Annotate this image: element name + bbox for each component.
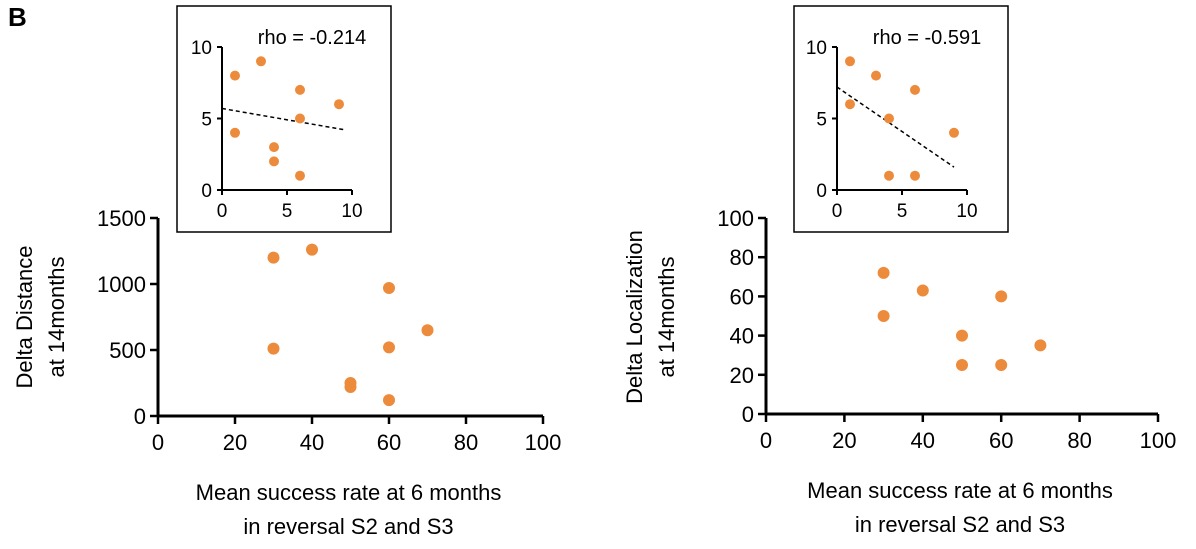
x-tick-label: 80	[454, 430, 478, 455]
inset-y-tick-label: 5	[201, 110, 212, 131]
inset-x-tick-label: 10	[956, 201, 977, 222]
x-tick-label: 60	[377, 430, 401, 455]
y-axis-label: Delta Localization at 14months	[622, 230, 679, 404]
x-tick-label: 0	[760, 428, 772, 453]
y-tick-label: 1500	[97, 206, 146, 231]
data-point	[306, 243, 318, 256]
inset-frame	[176, 5, 392, 233]
data-point	[383, 394, 395, 407]
data-point	[383, 281, 395, 294]
inset-y-tick-label: 10	[191, 38, 212, 59]
y-tick-label: 40	[730, 324, 754, 349]
inset-chart: 0 5 10 0 5 10 rho = -0.214	[176, 5, 392, 233]
inset-data-point	[884, 170, 894, 181]
y-tick-label: 80	[730, 245, 754, 270]
inset-data-point	[871, 70, 881, 81]
inset-x-tick-label: 0	[217, 201, 228, 222]
data-point	[1034, 339, 1047, 352]
y-tick-label: 1000	[97, 272, 146, 297]
rho-annotation: rho = -0.214	[258, 27, 366, 49]
inset-x-tick-label: 5	[897, 201, 908, 222]
data-point	[267, 251, 280, 264]
inset-x-tick-label: 0	[832, 201, 843, 222]
data-point	[344, 380, 357, 393]
trend-line	[836, 86, 955, 168]
data-point	[877, 310, 890, 322]
inset-y-tick-label: 0	[816, 181, 827, 202]
y-tick-label: 0	[134, 404, 146, 429]
x-tick-label: 80	[1067, 428, 1091, 453]
panel-letter: B	[8, 2, 27, 32]
data-point	[916, 284, 929, 297]
x-tick-label: 40	[300, 430, 324, 455]
inset-data-point	[295, 84, 305, 95]
x-tick-label: 60	[989, 428, 1013, 453]
inset-data-point	[910, 84, 920, 95]
data-point	[956, 329, 968, 342]
data-point	[383, 341, 395, 354]
inset-data-point	[884, 113, 894, 124]
data-point	[267, 342, 280, 355]
data-point	[995, 359, 1008, 371]
y-axis-label: Delta Distance at 14months	[12, 245, 69, 388]
inset-data-point	[910, 170, 920, 181]
data-point	[877, 266, 890, 279]
inset-data-point	[295, 170, 305, 181]
y-tick-label: 20	[730, 363, 754, 388]
inset-data-point	[845, 99, 855, 110]
rho-annotation: rho = -0.591	[873, 27, 981, 49]
x-tick-label: 20	[223, 430, 247, 455]
inset-chart: 0 5 10 0 5 10 rho = -0.591	[793, 5, 1009, 233]
x-tick-label: 100	[1140, 428, 1177, 453]
data-point	[995, 290, 1008, 303]
x-axis-label: Mean success rate at 6 months in reversal…	[196, 480, 502, 539]
inset-data-point	[334, 99, 344, 110]
inset-y-tick-label: 10	[806, 38, 827, 59]
x-tick-label: 40	[911, 428, 935, 453]
data-point	[956, 359, 968, 371]
inset-x-tick-label: 5	[282, 201, 293, 222]
inset-x-tick-label: 10	[341, 201, 362, 222]
y-tick-label: 500	[109, 338, 146, 363]
inset-y-tick-label: 0	[201, 181, 212, 202]
x-tick-label: 0	[152, 430, 164, 455]
inset-data-point	[230, 127, 240, 138]
y-tick-label: 100	[717, 206, 754, 231]
y-tick-label: 0	[742, 402, 754, 427]
inset-data-point	[230, 70, 240, 81]
x-tick-label: 100	[525, 430, 562, 455]
inset-y-tick-label: 5	[816, 110, 827, 131]
inset-data-point	[256, 56, 266, 67]
inset-data-point	[269, 142, 279, 153]
y-tick-label: 60	[730, 284, 754, 309]
inset-data-point	[845, 56, 855, 67]
data-point	[421, 324, 434, 337]
x-axis-label: Mean success rate at 6 months in reversal…	[807, 478, 1113, 537]
inset-data-point	[295, 113, 305, 124]
inset-data-point	[269, 156, 279, 167]
x-tick-label: 20	[832, 428, 856, 453]
inset-data-point	[949, 127, 959, 138]
